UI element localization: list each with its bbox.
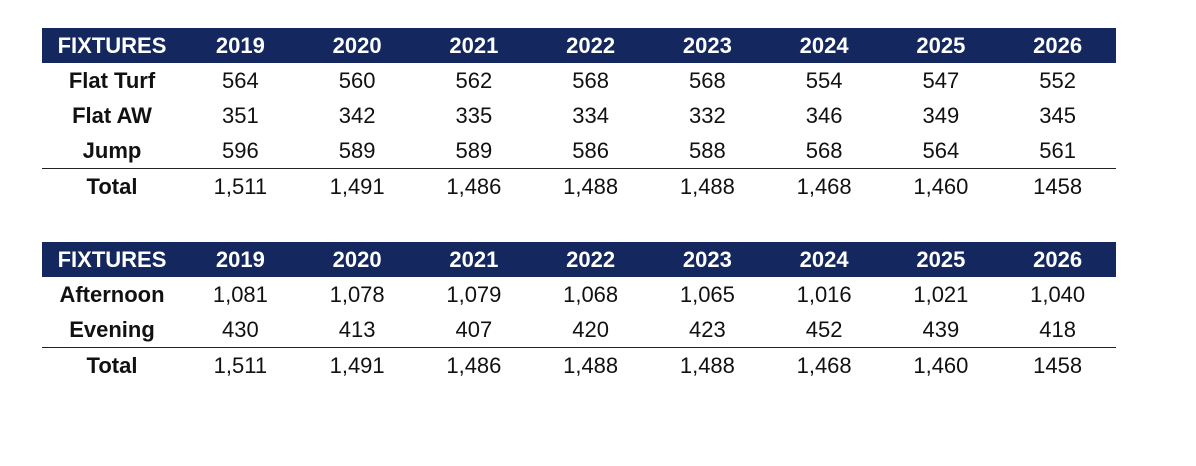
total-cell: 1,468 [765,168,883,204]
table-cell: 345 [1039,102,1076,128]
table-cell: 568 [572,67,609,93]
header-year: 2020 [298,28,416,63]
table-cell: 588 [689,137,726,163]
table-header-row: FIXTURES 2019 2020 2021 2022 2023 2024 2… [42,242,1116,277]
table-cell: 552 [1039,67,1076,93]
table-cell: 561 [1039,137,1076,163]
table-cell: 346 [805,102,843,128]
table-cell: 589 [338,137,376,163]
table-cell: 586 [572,137,609,163]
header-year: 2023 [649,242,766,277]
table-row: Afternoon 1,081 1,078 1,079 1,068 1,065 … [42,277,1116,312]
table-cell: 562 [455,67,493,93]
table-cell: 564 [922,137,960,163]
total-row: Total 1,511 1,491 1,486 1,488 1,488 1,46… [42,168,1116,204]
table-cell: 334 [572,102,609,128]
table-cell: 418 [1039,316,1076,342]
row-label: Flat AW [72,102,152,128]
total-cell: 1,468 [765,347,883,383]
table-cell: 439 [922,316,960,342]
total-cell: 1,460 [882,168,1000,204]
table-cell: 351 [222,102,259,128]
fixtures-by-type-table: FIXTURES 2019 2020 2021 2022 2023 2024 2… [42,28,1116,204]
total-cell: 1,486 [415,347,533,383]
row-label: Afternoon [59,281,165,307]
table-cell: 1,065 [679,281,735,307]
fixtures-by-time-table: FIXTURES 2019 2020 2021 2022 2023 2024 2… [42,242,1116,383]
row-label: Evening [69,316,155,342]
table-cell: 332 [689,102,726,128]
table-cell: 596 [222,137,259,163]
table-row: Flat AW 351 342 335 334 332 346 349 345 [42,98,1116,133]
total-cell: 1,511 [182,347,299,383]
total-cell: 1,460 [882,347,1000,383]
total-label: Total [42,347,182,383]
header-year: 2019 [182,242,299,277]
table-cell: 589 [455,137,493,163]
table-cell: 407 [455,316,493,342]
table-cell: 564 [222,67,259,93]
table-cell: 1,021 [913,281,969,307]
table-cell: 568 [689,67,726,93]
table-cell: 1,081 [212,281,268,307]
table-row: Flat Turf 564 560 562 568 568 554 547 55… [42,63,1116,98]
table-cell: 1,078 [329,281,385,307]
total-row: Total 1,511 1,491 1,486 1,488 1,488 1,46… [42,347,1116,383]
table-cell: 335 [455,102,493,128]
header-year: 2022 [532,242,649,277]
header-year: 2024 [765,242,883,277]
header-fixtures: FIXTURES [42,242,182,277]
row-label: Flat Turf [68,67,156,93]
total-cell: 1,488 [532,347,649,383]
table-cell: 1,068 [563,281,619,307]
header-year: 2021 [415,242,533,277]
table-cell: 547 [922,67,960,93]
table-cell: 349 [922,102,960,128]
header-year: 2022 [532,28,649,63]
header-year: 2026 [999,242,1116,277]
header-year: 2025 [882,242,1000,277]
total-cell: 1,488 [649,168,766,204]
table-cell: 1,016 [796,281,852,307]
header-year: 2026 [999,28,1116,63]
table-cell: 413 [338,316,376,342]
table-cell: 1,079 [446,281,502,307]
header-year: 2019 [182,28,299,63]
header-year: 2024 [765,28,883,63]
table-cell: 452 [805,316,843,342]
table-cell: 554 [805,67,843,93]
table-cell: 1,040 [1030,281,1086,307]
header-year: 2025 [882,28,1000,63]
total-cell: 1,491 [298,347,416,383]
table-cell: 342 [338,102,376,128]
table-cell: 568 [805,137,843,163]
table-cell: 423 [689,316,726,342]
total-cell: 1,486 [415,168,533,204]
total-cell: 1458 [999,168,1116,204]
header-year: 2020 [298,242,416,277]
total-label: Total [42,168,182,204]
total-cell: 1,488 [649,347,766,383]
header-year: 2023 [649,28,766,63]
table-header-row: FIXTURES 2019 2020 2021 2022 2023 2024 2… [42,28,1116,63]
header-year: 2021 [415,28,533,63]
total-cell: 1,491 [298,168,416,204]
total-cell: 1,511 [182,168,299,204]
table-cell: 420 [572,316,609,342]
total-cell: 1458 [999,347,1116,383]
table-row: Evening 430 413 407 420 423 452 439 418 [42,312,1116,348]
table-cell: 430 [222,316,259,342]
total-cell: 1,488 [532,168,649,204]
header-fixtures: FIXTURES [42,28,182,63]
row-label: Jump [82,137,142,163]
table-row: Jump 596 589 589 586 588 568 564 561 [42,133,1116,169]
table-cell: 560 [338,67,376,93]
